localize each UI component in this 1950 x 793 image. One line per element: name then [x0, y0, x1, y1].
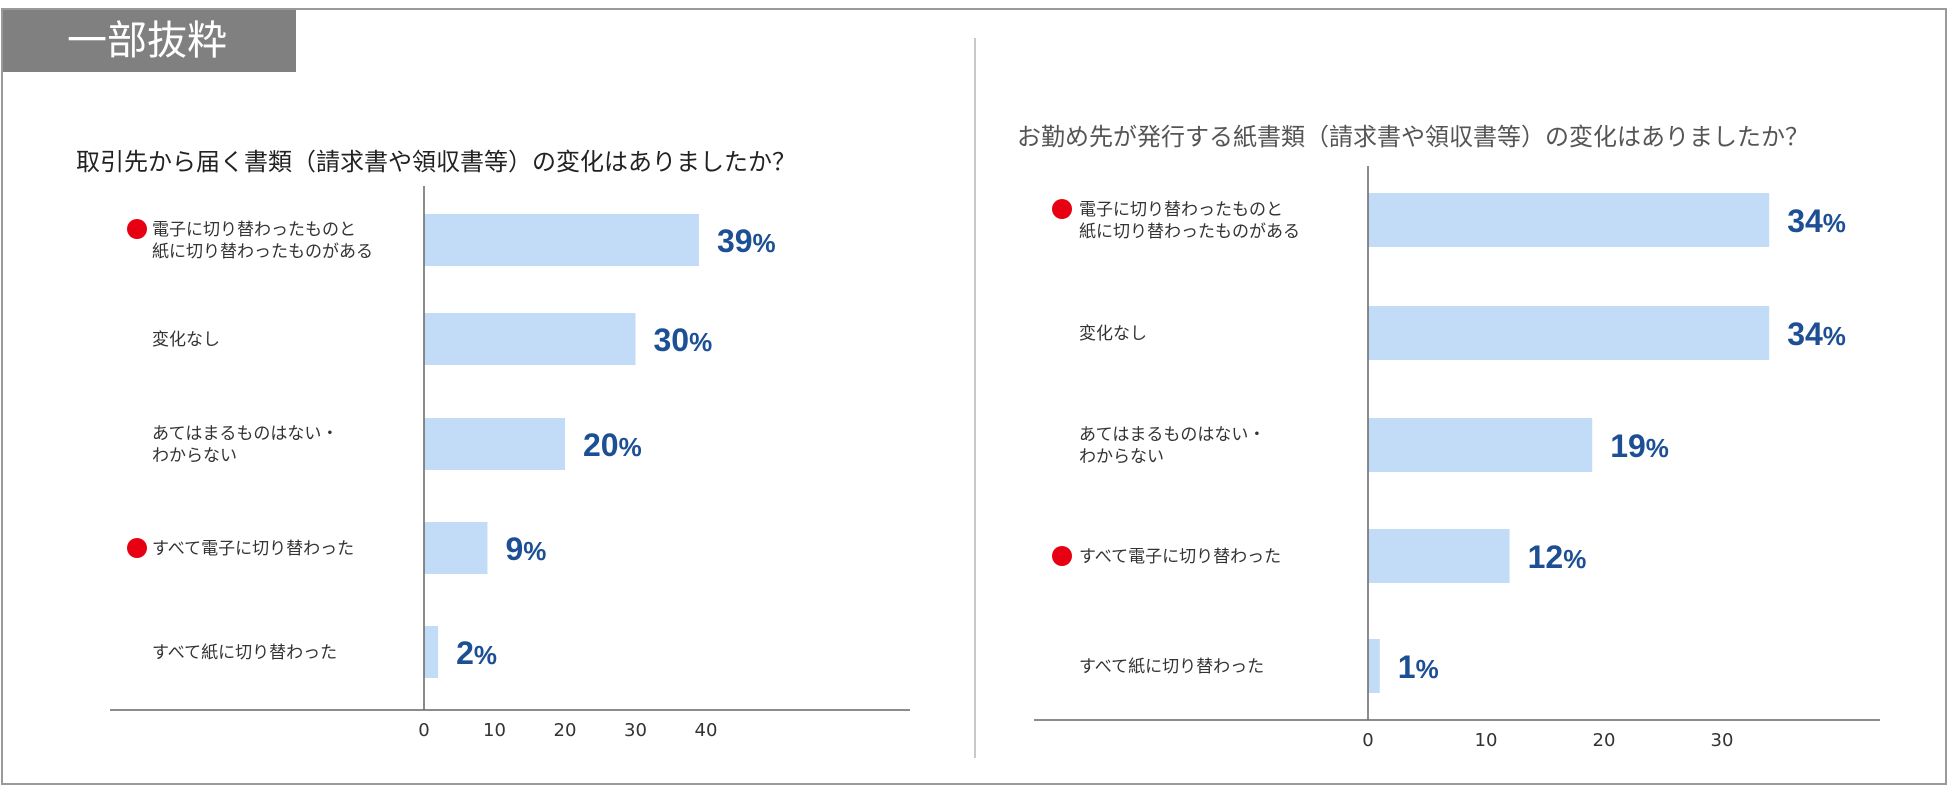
left-value-label-2: 20% — [583, 427, 642, 463]
left-x-tick-3: 30 — [624, 720, 647, 741]
left-x-tick-4: 40 — [695, 720, 718, 741]
left-category-label-4-0: すべて紙に切り替わった — [152, 643, 337, 663]
left-highlight-bullet-3 — [127, 538, 147, 558]
left-value-label-4: 2% — [456, 635, 497, 671]
right-value-label-0: 34% — [1787, 203, 1846, 239]
right-category-label-0-0: 電子に切り替わったものと — [1079, 200, 1283, 220]
left-x-tick-0: 0 — [418, 720, 429, 741]
slide-frame — [1, 8, 1947, 785]
right-value-label-4: 1% — [1398, 649, 1439, 685]
left-category-label-0-1: 紙に切り替わったものがある — [152, 242, 373, 262]
left-bar-4 — [424, 626, 439, 678]
left-bar-2 — [424, 418, 565, 470]
left-bar-3 — [424, 522, 488, 574]
left-chart-title: 取引先から届く書類（請求書や領収書等）の変化はありましたか？ — [76, 148, 796, 176]
right-x-tick-3: 30 — [1711, 730, 1734, 751]
left-x-tick-1: 10 — [483, 720, 506, 741]
right-bar-4 — [1368, 639, 1380, 693]
right-value-label-2: 19% — [1610, 428, 1669, 464]
right-x-tick-2: 20 — [1593, 730, 1616, 751]
right-value-label-1: 34% — [1787, 316, 1846, 352]
right-x-tick-1: 10 — [1475, 730, 1498, 751]
right-category-label-4-0: すべて紙に切り替わった — [1079, 657, 1264, 677]
right-highlight-bullet-0 — [1052, 199, 1072, 219]
chart-divider — [974, 38, 976, 758]
chart-left: 取引先から届く書類（請求書や領収書等）の変化はありましたか？ 39% 電子に切り替わ… — [76, 148, 910, 741]
right-bar-2 — [1368, 418, 1593, 472]
left-category-label-1-0: 変化なし — [152, 330, 220, 350]
excerpt-tag: 一部抜粋 — [3, 10, 296, 72]
left-bar-0 — [424, 214, 699, 266]
right-value-label-3: 12% — [1528, 539, 1587, 575]
right-bar-1 — [1368, 306, 1770, 360]
left-category-label-2-0: あてはまるものはない・ — [152, 424, 338, 444]
right-category-label-0-1: 紙に切り替わったものがある — [1079, 222, 1300, 242]
left-value-label-3: 9% — [505, 531, 546, 567]
right-category-label-3-0: すべて電子に切り替わった — [1079, 547, 1281, 567]
right-highlight-bullet-3 — [1052, 546, 1072, 566]
right-category-label-2-1: わからない — [1079, 447, 1164, 467]
left-bar-1 — [424, 313, 636, 365]
right-category-label-1-0: 変化なし — [1079, 324, 1147, 344]
right-bar-0 — [1368, 193, 1770, 247]
left-category-label-2-1: わからない — [152, 446, 237, 466]
left-x-tick-2: 20 — [554, 720, 577, 741]
left-value-label-0: 39% — [717, 223, 776, 259]
left-value-label-1: 30% — [654, 322, 713, 358]
right-bar-3 — [1368, 529, 1510, 583]
right-x-tick-0: 0 — [1362, 730, 1373, 751]
left-category-label-0-0: 電子に切り替わったものと — [152, 220, 356, 240]
left-category-label-3-0: すべて電子に切り替わった — [152, 539, 354, 559]
right-category-label-2-0: あてはまるものはない・ — [1079, 425, 1265, 445]
right-chart-title: お勤め先が発行する紙書類（請求書や領収書等）の変化はありましたか？ — [1017, 123, 1809, 151]
left-highlight-bullet-0 — [127, 219, 147, 239]
